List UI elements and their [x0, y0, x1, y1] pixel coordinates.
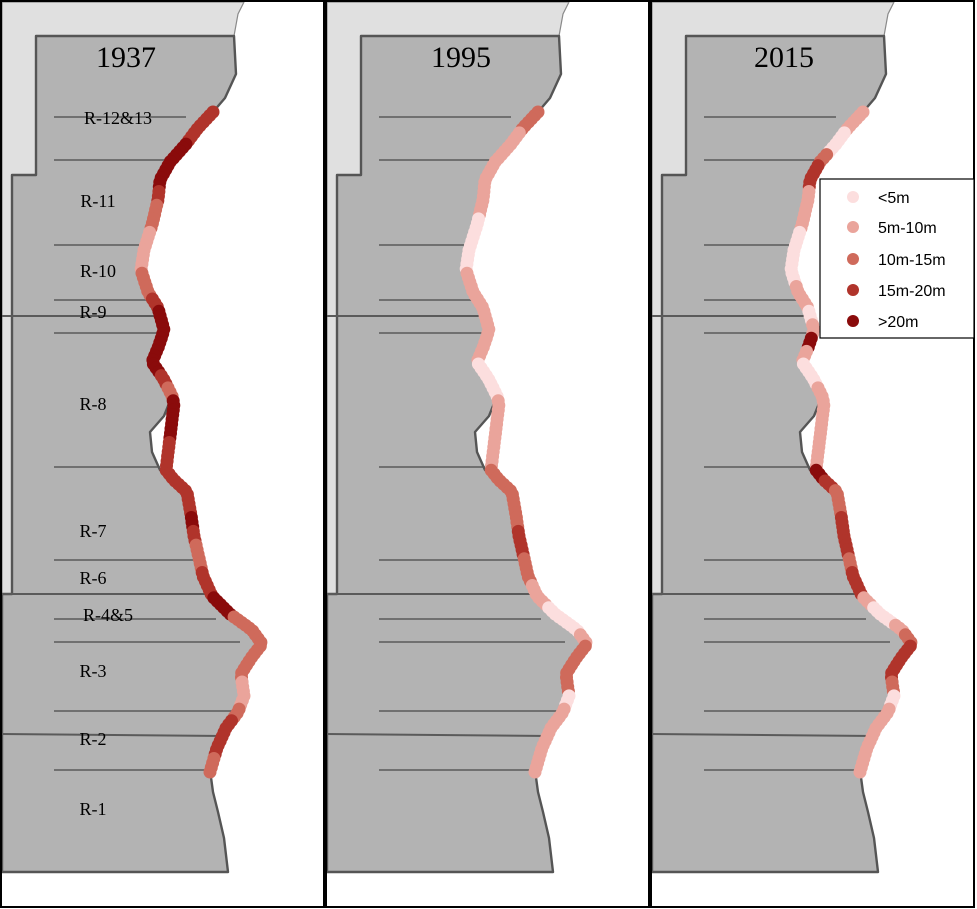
legend-label: >20m [878, 314, 918, 331]
panel-frame [650, 0, 975, 908]
district-boundary-south [326, 733, 550, 737]
legend: <5m 5m-10m 10m-15m 15m-20m >20m [819, 178, 975, 339]
district-boundary-south [1, 733, 225, 737]
erosion-points-1937 [134, 105, 268, 779]
panel-frame [0, 0, 325, 908]
region-label-r6: R-6 [80, 568, 107, 588]
erosion-point [528, 765, 542, 779]
region-label-r8: R-8 [80, 394, 107, 414]
legend-swatch [847, 315, 859, 327]
region-label-r7: R-7 [80, 521, 107, 541]
legend-label: 15m-20m [878, 283, 946, 300]
erosion-points-2015 [784, 105, 918, 779]
year-label: 1995 [431, 41, 491, 74]
region-lines [54, 116, 240, 771]
region-label-r4-5: R-4&5 [83, 605, 133, 625]
region-label-r12-13: R-12&13 [84, 108, 152, 128]
legend-item: 10m-15m [847, 252, 946, 269]
legend-item: >20m [847, 314, 918, 331]
legend-swatch [847, 284, 859, 296]
region-labels: R-12&13 R-11 R-10 R-9 R-8 R-7 R-6 R-4&5 … [80, 108, 153, 819]
legend-label: 5m-10m [878, 220, 937, 237]
legend-label: <5m [878, 190, 910, 207]
erosion-point [203, 765, 217, 779]
region-label-r10: R-10 [80, 261, 116, 281]
legend-item: 5m-10m [847, 220, 937, 237]
region-label-r1: R-1 [80, 799, 107, 819]
map-panel-1937: 1937 R-12&13 R-11 R-10 R-9 R-8 R-7 R-6 R… [0, 0, 325, 908]
legend-swatch [847, 221, 859, 233]
region-lines [379, 116, 565, 771]
map-panel-1995: 1995 [325, 0, 650, 908]
erosion-point [853, 765, 867, 779]
year-label: 1937 [96, 41, 156, 74]
legend-box [819, 178, 975, 339]
legend-label: 10m-15m [878, 252, 946, 269]
legend-swatch [847, 253, 859, 265]
region-label-r3: R-3 [80, 661, 107, 681]
map-panel-2015: 2015 [650, 0, 975, 908]
legend-item: <5m [847, 190, 910, 207]
erosion-points-1995 [459, 105, 593, 779]
region-label-r9: R-9 [80, 302, 107, 322]
year-label: 2015 [754, 41, 814, 74]
region-lines [704, 116, 890, 771]
panel-frame [325, 0, 650, 908]
legend-item: 15m-20m [847, 283, 946, 300]
region-label-r2: R-2 [80, 729, 107, 749]
legend-swatch [847, 191, 859, 203]
region-label-r11: R-11 [80, 191, 115, 211]
district-boundary-south [651, 733, 875, 737]
